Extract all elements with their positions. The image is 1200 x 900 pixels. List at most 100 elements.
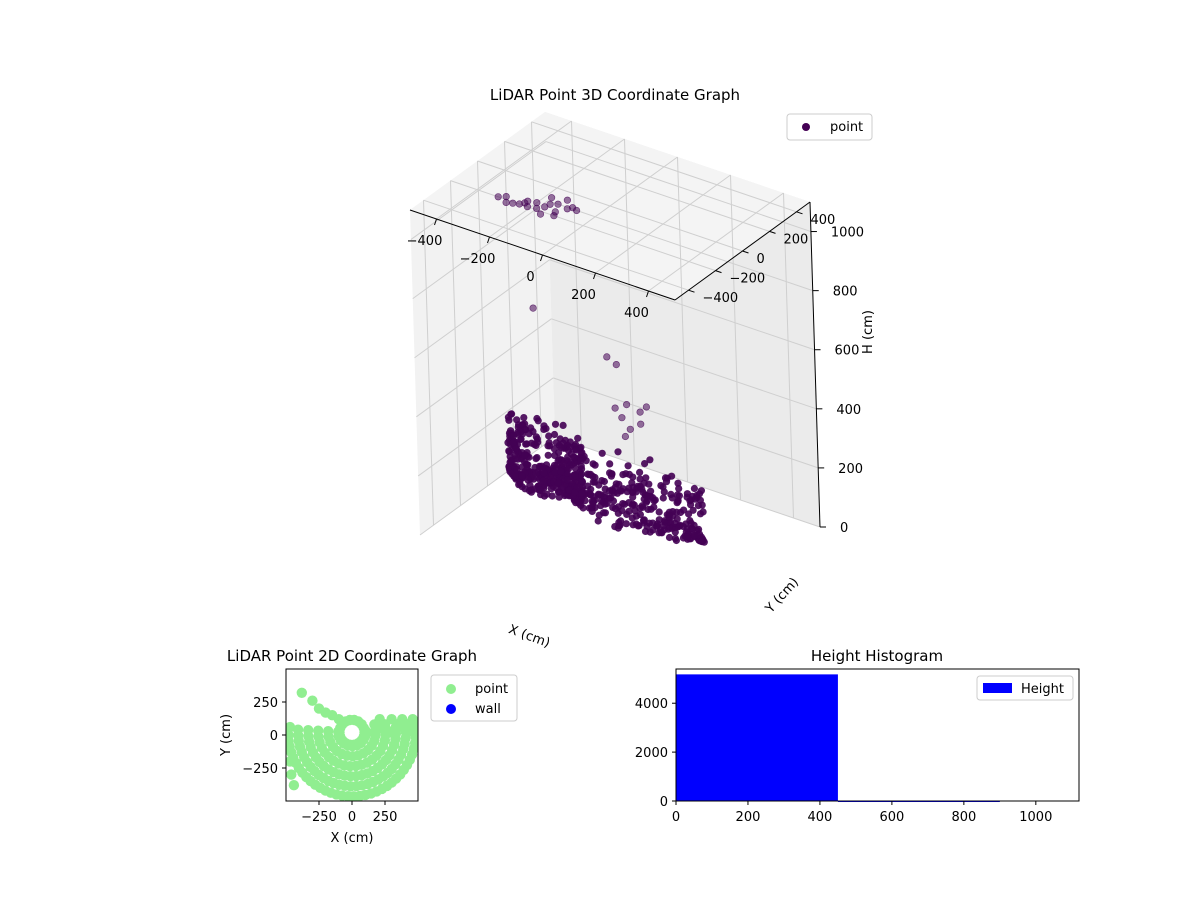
point-3d-dense xyxy=(676,508,685,517)
point-3d xyxy=(515,200,524,208)
chart-2d-title: LiDAR Point 2D Coordinate Graph xyxy=(227,647,477,665)
point-3d-dense xyxy=(608,470,616,478)
point-3d-dense xyxy=(645,519,654,527)
grid-h-left xyxy=(417,377,554,477)
grid-h-left xyxy=(414,259,550,359)
chart-3d-ylabel: Y (cm) xyxy=(762,575,802,617)
point-3d-dense xyxy=(595,481,603,489)
point-3d-dense xyxy=(564,465,573,473)
point-3d-dense xyxy=(554,479,562,487)
y-tick-mark xyxy=(742,250,749,254)
y-tick-label: 200 xyxy=(784,232,809,247)
point-2d xyxy=(286,743,294,754)
point-3d-dense xyxy=(657,528,665,537)
point-3d-dense xyxy=(598,449,606,457)
z-axis-line xyxy=(809,201,821,528)
point-3d-dense xyxy=(641,460,649,468)
grid-y-floor xyxy=(504,140,770,232)
point-3d xyxy=(621,432,630,441)
x-tick-mark xyxy=(593,272,596,280)
point-3d-dense xyxy=(507,457,515,465)
point-3d-dense xyxy=(650,503,658,511)
point-3d-dense xyxy=(566,443,574,451)
point-3d-dense xyxy=(616,521,624,530)
chart-2d-legend-marker-point xyxy=(446,684,456,694)
chart-3d-points xyxy=(494,193,708,546)
point-3d-dense xyxy=(607,494,615,502)
point-3d-dense xyxy=(640,516,648,524)
point-3d-dense xyxy=(577,457,585,465)
x-tick-label: 0 xyxy=(672,810,680,825)
point-3d-dense xyxy=(588,497,596,505)
point-3d-dense xyxy=(603,499,611,507)
point-3d xyxy=(550,212,558,220)
point-3d-dense xyxy=(605,487,614,495)
point-3d-dense xyxy=(566,438,574,446)
point-3d-dense xyxy=(572,499,580,507)
chart-2d-legend-marker-wall xyxy=(446,704,456,714)
point-3d-dense xyxy=(550,445,558,453)
point-3d xyxy=(611,404,619,412)
point-3d-dense xyxy=(649,494,657,502)
x-tick-label: 1000 xyxy=(1019,810,1052,825)
point-3d-dense xyxy=(557,467,565,475)
x-tick-label: −250 xyxy=(301,810,337,825)
point-3d-dense xyxy=(606,460,614,468)
point-3d-dense xyxy=(642,474,650,482)
point-3d-dense xyxy=(675,485,683,493)
point-3d-dense xyxy=(572,446,580,454)
point-3d-dense xyxy=(571,488,579,497)
point-3d-dense xyxy=(578,465,586,473)
point-3d-dense xyxy=(587,491,595,499)
x-tick-label: 400 xyxy=(808,810,833,825)
chart-3d-legend: point xyxy=(786,113,873,141)
histogram-legend-swatch xyxy=(983,683,1012,693)
point-3d-dense xyxy=(683,490,692,498)
point-3d-dense xyxy=(540,422,548,430)
point-3d-dense xyxy=(665,513,673,522)
histogram-legend: Height xyxy=(976,675,1074,701)
point-3d-dense xyxy=(697,487,706,495)
x-tick-label: 250 xyxy=(373,810,398,825)
x-tick-label: 0 xyxy=(348,810,356,825)
histogram-ticks: 0 200 400 600 800 1000 0 2000 4000 xyxy=(635,697,1052,825)
point-3d-dense xyxy=(591,461,599,469)
point-3d-dense xyxy=(614,448,622,456)
point-3d-dense xyxy=(532,469,540,477)
point-3d-dense xyxy=(539,477,547,485)
x-tick-label: 200 xyxy=(571,288,596,303)
point-3d xyxy=(612,361,620,369)
grid-y-left xyxy=(531,121,542,447)
y-tick-mark xyxy=(796,211,803,215)
point-3d-dense xyxy=(696,510,705,518)
grid-h-back xyxy=(547,200,813,292)
point-3d-dense xyxy=(533,454,541,462)
point-3d-dense xyxy=(536,486,544,494)
x-tick-label: −200 xyxy=(460,252,496,267)
chart-2d-legend-label-wall: wall xyxy=(475,702,501,717)
point-3d xyxy=(546,200,554,208)
point-3d-dense xyxy=(505,447,513,455)
x-tick-label: 400 xyxy=(624,306,649,321)
point-3d xyxy=(547,194,556,202)
chart-3d-legend-label: point xyxy=(830,120,863,135)
point-3d-dense xyxy=(518,472,526,480)
z-tick-label: 1000 xyxy=(831,226,864,241)
point-3d xyxy=(626,425,634,433)
point-2d xyxy=(286,729,294,741)
grid-h-back xyxy=(549,259,815,351)
point-3d xyxy=(523,203,532,211)
x-tick-mark xyxy=(434,218,437,226)
point-3d-dense xyxy=(571,453,579,462)
point-3d-dense xyxy=(629,473,637,481)
x-tick-mark xyxy=(540,254,543,262)
point-3d-dense xyxy=(690,484,699,493)
chart-3d-axes: −400−2000200400−400−20002004000200400600… xyxy=(407,201,864,536)
point-3d-dense xyxy=(544,451,552,459)
point-3d-dense xyxy=(668,472,676,480)
x-tick-label: −400 xyxy=(407,234,443,249)
point-3d-dense xyxy=(577,477,586,486)
point-3d-dense xyxy=(667,490,675,498)
grid-h-left xyxy=(416,318,552,418)
point-3d-dense xyxy=(636,468,644,476)
